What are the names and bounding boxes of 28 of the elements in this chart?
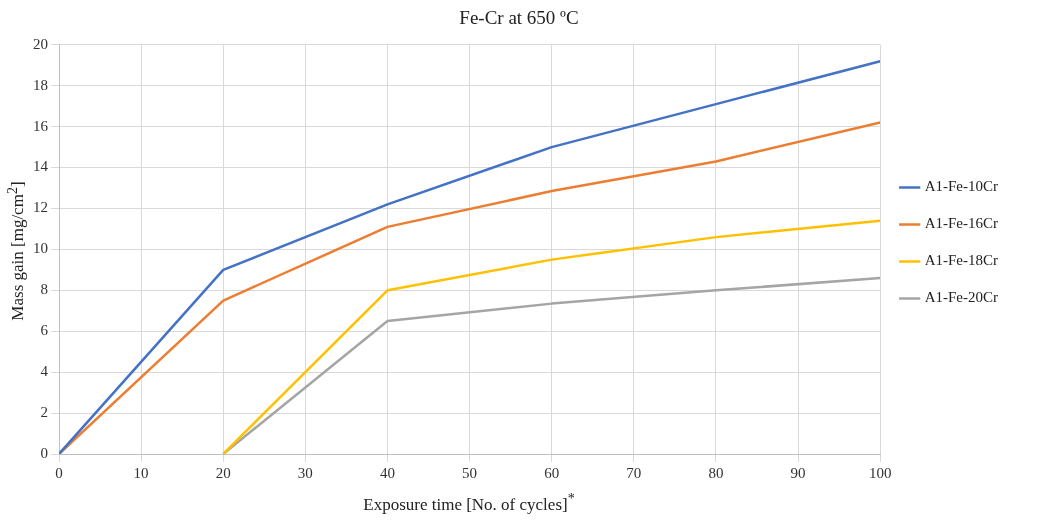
x-tick-label: 40	[379, 464, 395, 481]
y-tick-label: 8	[40, 281, 48, 298]
x-tick-label: 50	[462, 464, 478, 481]
legend-label: A1-Fe-18Cr	[924, 252, 999, 269]
legend-label: A1-Fe-16Cr	[924, 215, 999, 232]
y-tick-label: 2	[40, 404, 48, 421]
y-tick-label: 10	[33, 240, 48, 257]
x-tick-label: 20	[215, 464, 231, 481]
y-tick-label: 12	[33, 199, 48, 216]
x-axis-title: Exposure time [No. of cycles]$^{*}$	[362, 490, 576, 515]
x-tick-label: 70	[626, 464, 642, 481]
y-tick-label: 4	[40, 363, 49, 380]
y-tick-label: 18	[33, 76, 48, 93]
x-tick-label: 10	[133, 464, 149, 481]
legend-label: A1-Fe-10Cr	[924, 178, 999, 195]
x-tick-label: 60	[544, 464, 560, 481]
x-tick-label: 0	[55, 464, 63, 481]
x-tick-label: 100	[868, 464, 892, 481]
y-tick-label: 16	[33, 117, 49, 134]
chart-title: Fe-Cr at 650 ºC	[459, 7, 579, 29]
x-tick-label: 90	[790, 464, 806, 481]
y-tick-label: 6	[40, 322, 49, 339]
y-tick-label: 0	[40, 444, 48, 461]
y-tick-label: 14	[33, 158, 49, 175]
x-tick-label: 80	[708, 464, 724, 481]
x-tick-label: 30	[297, 464, 313, 481]
y-tick-label: 20	[33, 35, 48, 52]
legend-label: A1-Fe-20Cr	[924, 289, 999, 306]
